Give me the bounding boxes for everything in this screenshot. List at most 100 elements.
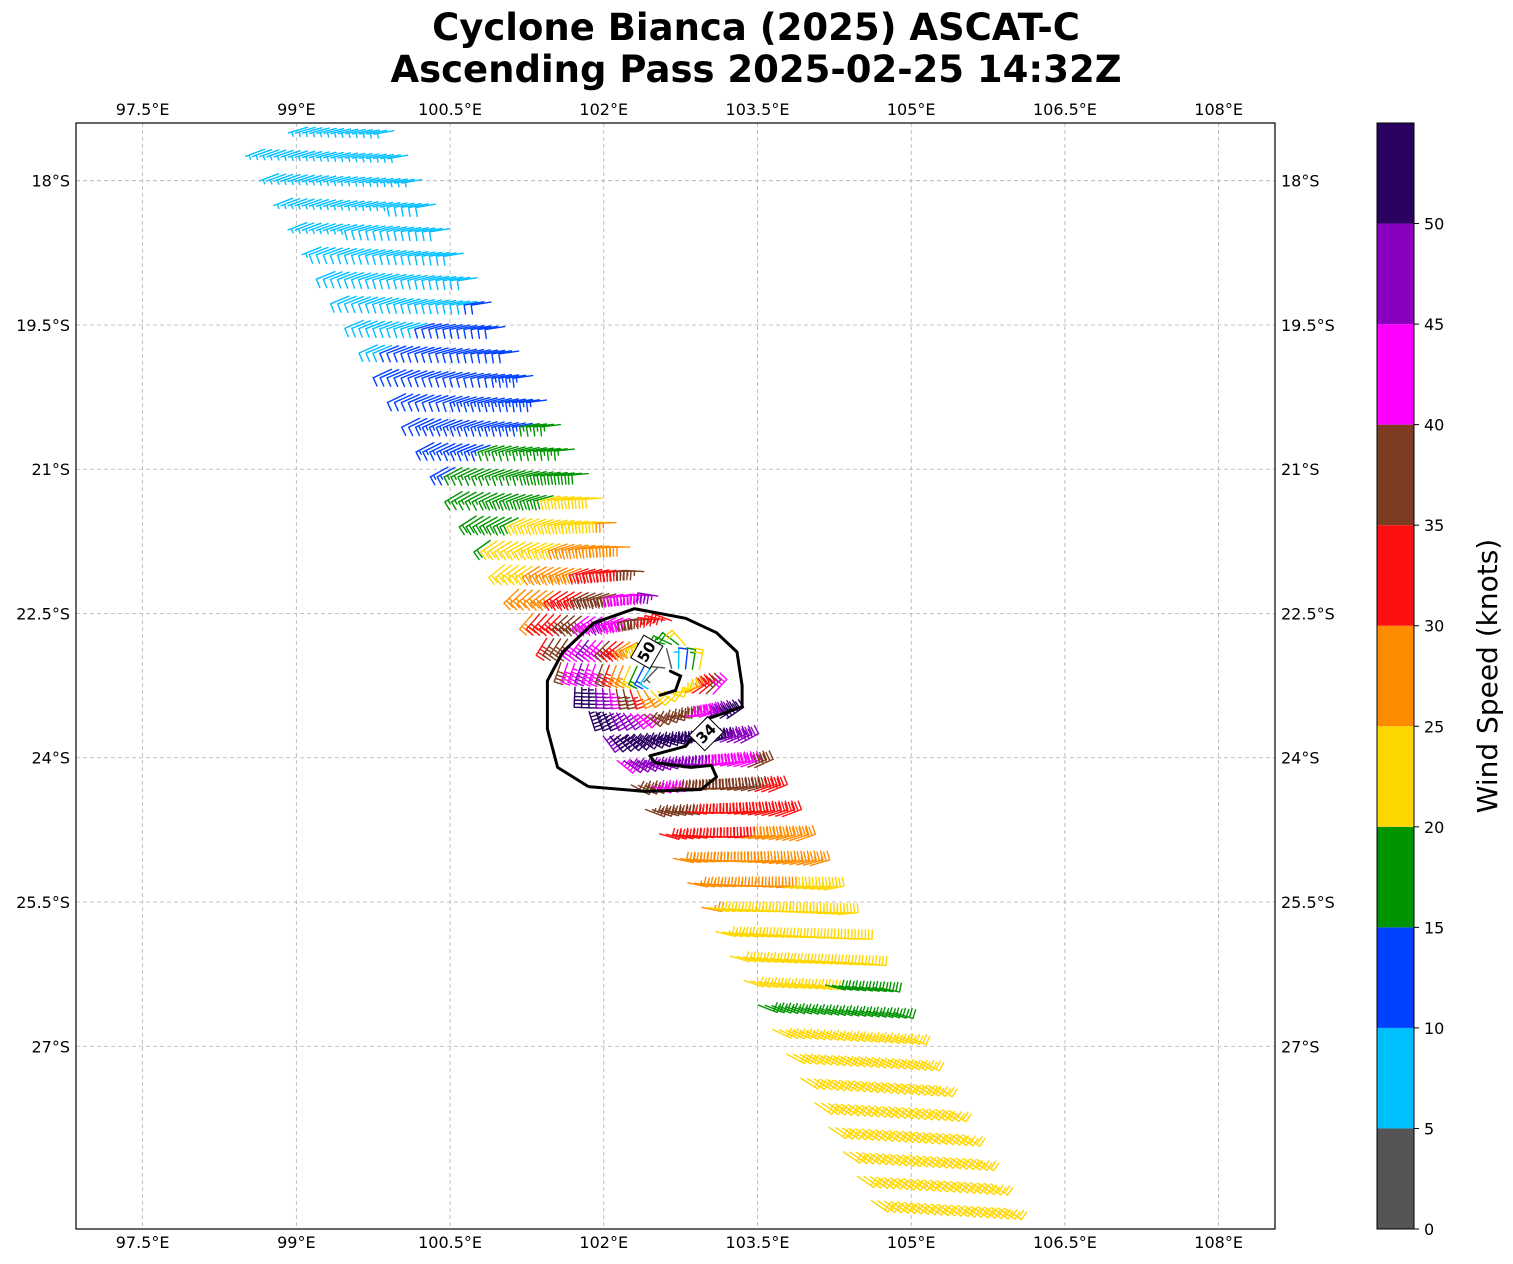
wind-barb: [491, 469, 512, 486]
wind-barb: [414, 394, 435, 412]
wind-barb: [449, 443, 470, 462]
wind-barb: [609, 617, 631, 634]
wind-barb: [867, 1081, 891, 1094]
wind-barb: [442, 419, 463, 437]
wind-barb: [322, 223, 343, 235]
wind-barb: [344, 152, 366, 163]
wind-barb: [386, 178, 408, 188]
wind-barb: [294, 222, 315, 234]
wind-barb: [323, 151, 344, 162]
wind-barb: [421, 370, 442, 388]
wind-barb: [534, 542, 554, 561]
wind-barb: [997, 1207, 1021, 1220]
wind-barb: [464, 468, 484, 486]
wind-barb: [456, 396, 477, 413]
lat-tick-label-left: 27°S: [31, 1037, 70, 1056]
wind-barb: [407, 346, 428, 363]
wind-barb: [748, 850, 770, 863]
wind-barb: [726, 751, 748, 767]
wind-barb: [560, 662, 574, 686]
wind-barb: [344, 176, 365, 187]
wind-barb: [664, 629, 687, 646]
wind-barb: [486, 540, 505, 561]
wind-barb: [574, 663, 588, 687]
wind-barb: [516, 589, 534, 611]
wind-barb: [484, 445, 505, 462]
wind-barb: [477, 444, 498, 462]
wind-barb: [449, 372, 470, 388]
wind-barb: [387, 154, 409, 164]
wind-barb: [608, 664, 621, 689]
wind-barb: [428, 371, 449, 388]
wind-barb: [393, 345, 414, 363]
wind-barb: [597, 617, 617, 636]
wind-barb: [287, 198, 308, 210]
wind-barb: [789, 825, 810, 842]
wind-barb: [316, 151, 337, 162]
wind-barb: [351, 176, 373, 187]
wind-barb: [523, 589, 541, 611]
wind-barb: [567, 496, 589, 510]
wind-barb: [287, 174, 308, 186]
wind-barb: [480, 540, 498, 561]
wind-barb: [449, 396, 470, 413]
wind-barb: [463, 444, 484, 462]
wind-barb: [789, 850, 811, 866]
wind-barb: [551, 614, 568, 637]
wind-barb: [470, 468, 491, 486]
wind-barb: [900, 1059, 924, 1071]
wind-barb: [726, 725, 747, 743]
wind-barb: [322, 199, 344, 211]
lat-tick-label-left: 18°S: [31, 172, 70, 191]
wind-barb: [379, 321, 400, 338]
wind-barb: [470, 396, 491, 413]
lat-tick-label-left: 25.5°S: [16, 893, 70, 912]
wind-barb: [477, 349, 499, 364]
wind-barb: [819, 1055, 843, 1066]
wind-barb: [853, 1056, 877, 1068]
wind-barb: [456, 348, 477, 364]
wind-barb: [546, 495, 568, 511]
wind-barb: [414, 227, 436, 242]
lon-tick-label-bottom: 100.5°E: [418, 1233, 482, 1252]
wind-barb: [473, 539, 491, 561]
wind-barb: [609, 546, 631, 557]
wind-barb: [449, 276, 471, 291]
wind-barb: [546, 448, 568, 461]
colorbar-tick-label: 30: [1424, 617, 1444, 636]
wind-barb: [358, 153, 380, 163]
colorbar-segment: [1377, 123, 1414, 224]
wind-barb: [726, 776, 748, 791]
wind-barb: [477, 325, 499, 340]
wind-barb: [350, 296, 371, 314]
wind-barb: [484, 325, 506, 340]
wind-barb: [357, 272, 379, 290]
wind-barb: [866, 1057, 891, 1069]
wind-barb: [301, 151, 323, 162]
wind-barb: [351, 200, 372, 211]
wind-barb: [373, 130, 395, 139]
wind-barb: [491, 493, 512, 511]
wind-barb: [543, 590, 561, 611]
colorbar-segment: [1377, 525, 1414, 626]
wind-barb: [428, 228, 450, 242]
colorbar-tick-label: 35: [1424, 516, 1444, 535]
colorbar-label: Wind Speed (knots): [1471, 539, 1504, 813]
wind-barb: [463, 420, 484, 437]
wind-barb: [532, 471, 554, 486]
lat-tick-label-left: 24°S: [31, 749, 70, 768]
wind-barb: [301, 174, 323, 186]
wind-barb: [379, 178, 401, 188]
wind-barb: [484, 397, 505, 413]
wind-barb: [650, 690, 673, 706]
wind-barb: [601, 664, 614, 688]
wind-barb: [505, 374, 527, 388]
wind-barb: [500, 541, 519, 561]
wind-barb: [429, 466, 449, 486]
wind-barb: [595, 687, 606, 709]
wind-barb: [329, 271, 350, 289]
wind-barb: [365, 344, 386, 363]
wind-barb: [442, 348, 463, 364]
wind-barbs: [244, 126, 1028, 1221]
